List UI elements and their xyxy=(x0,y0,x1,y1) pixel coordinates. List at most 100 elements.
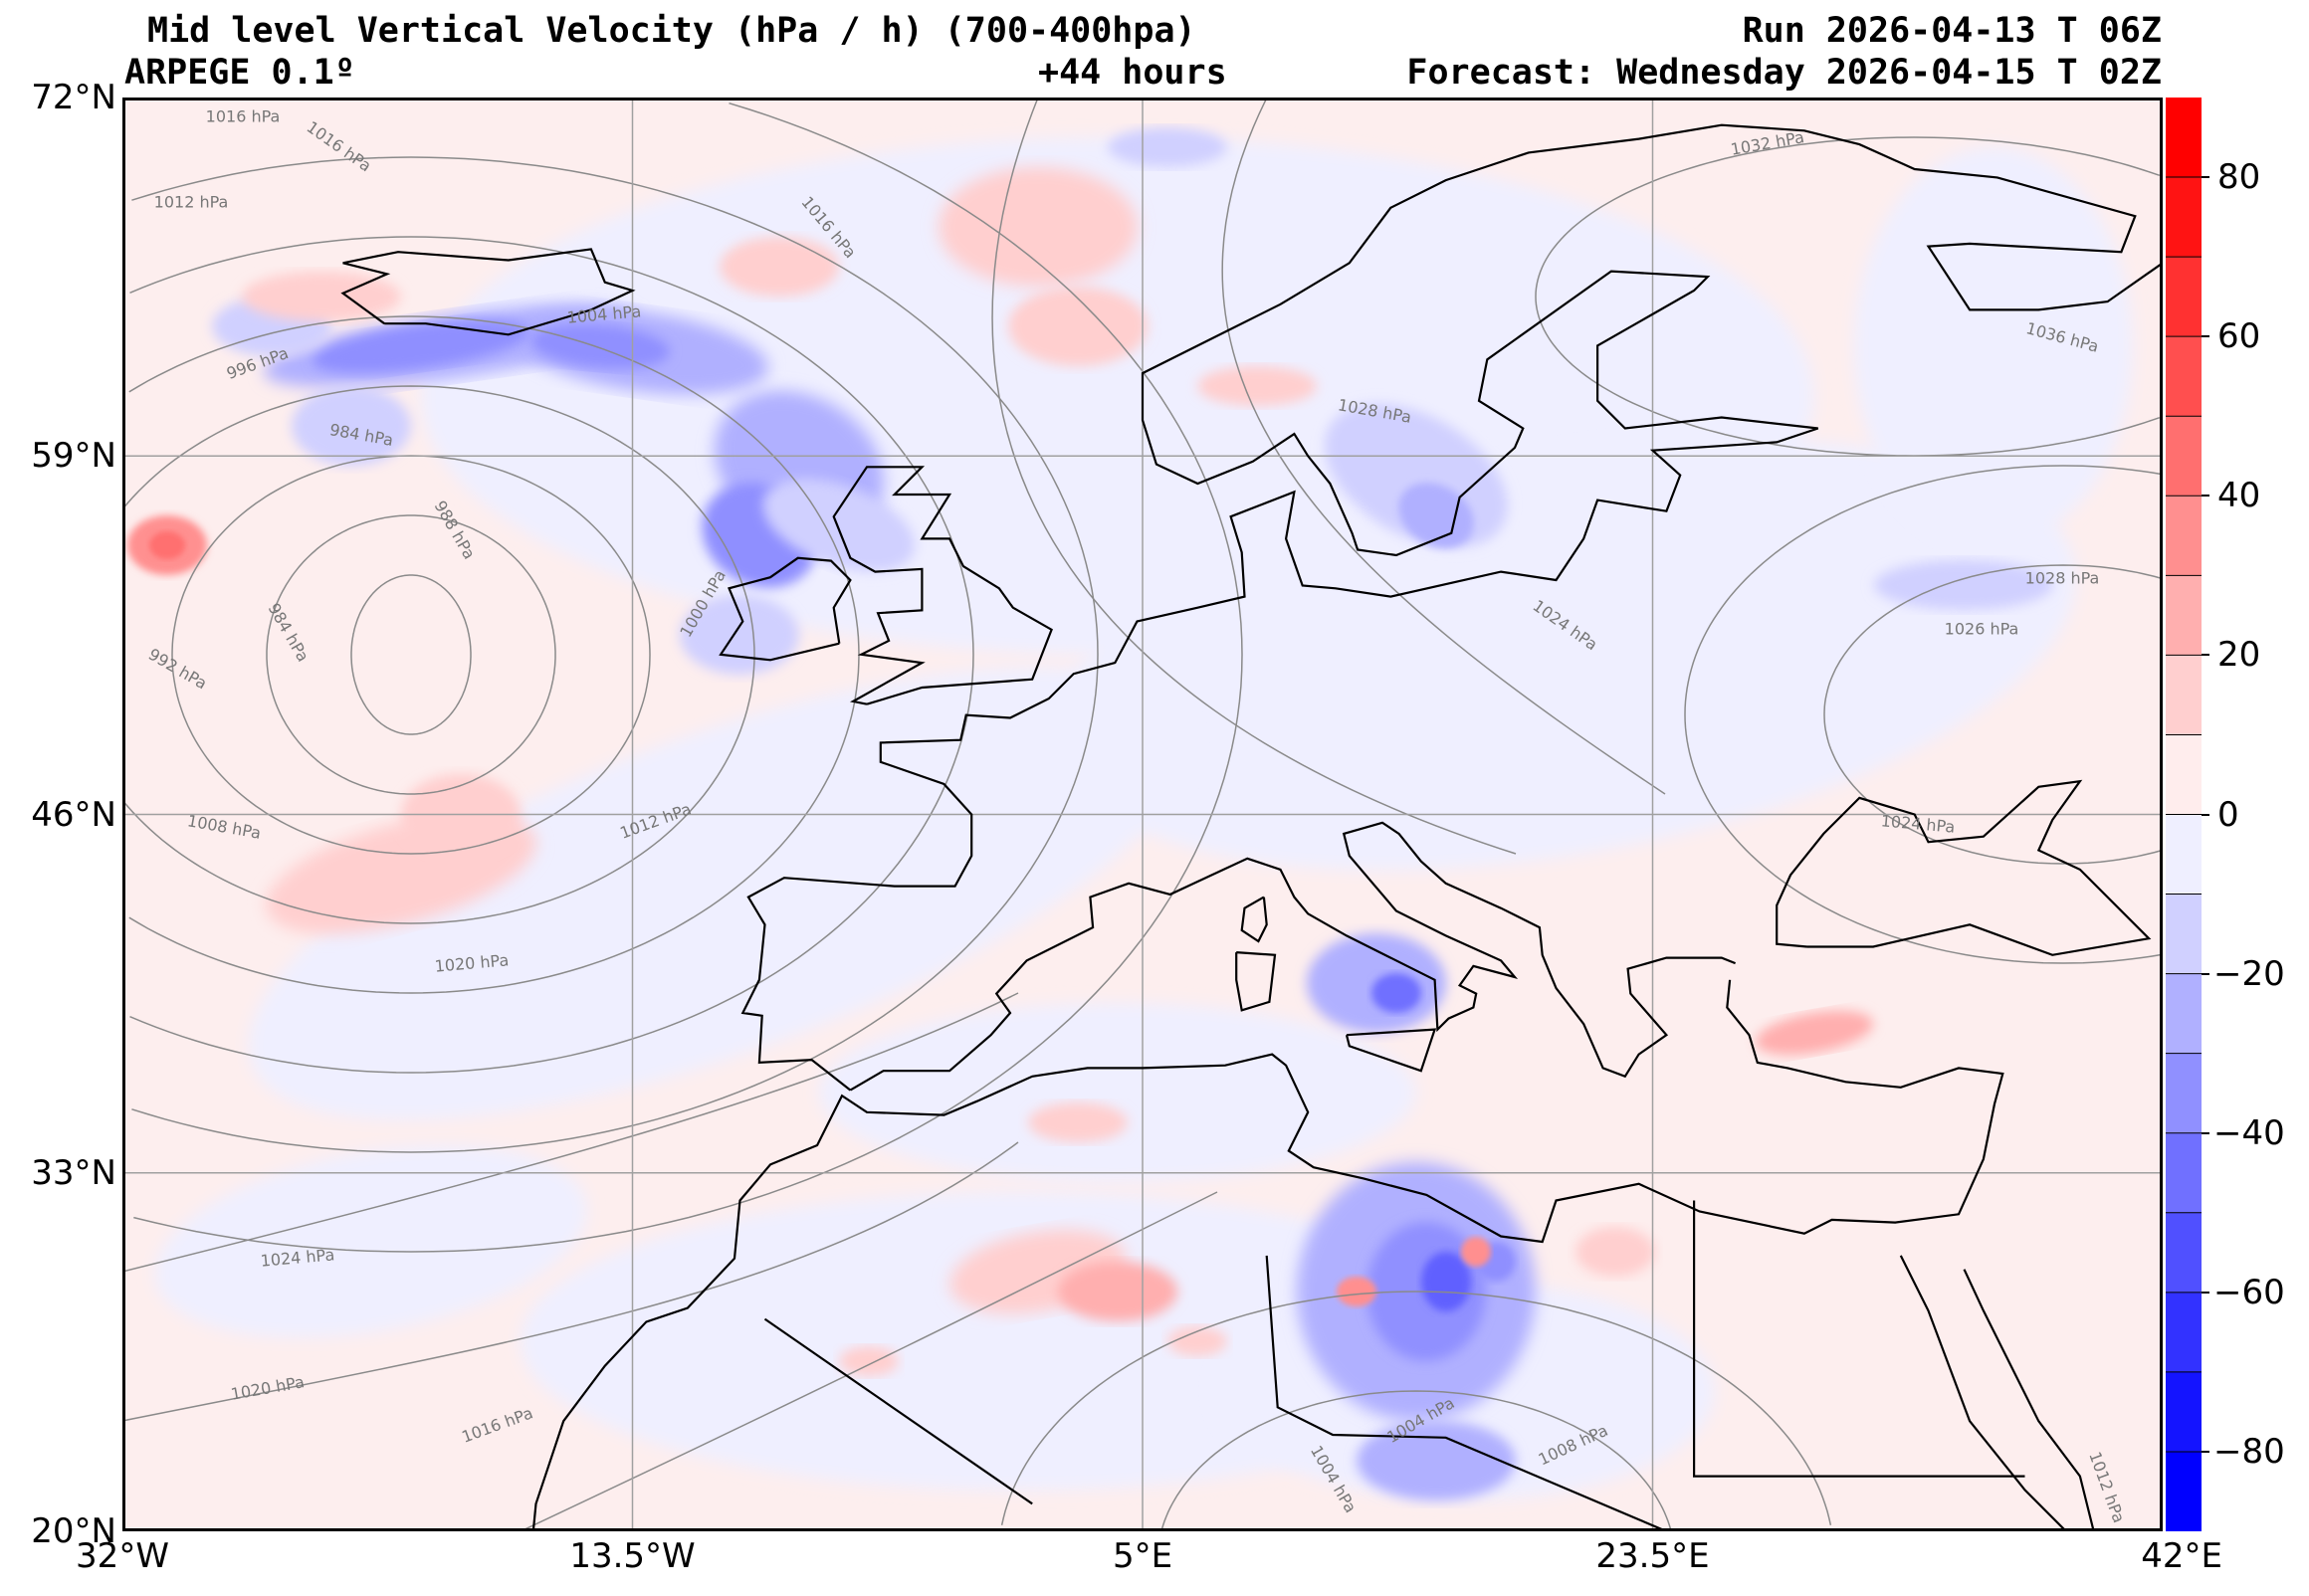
isobar-line xyxy=(1221,98,1666,795)
vertical-velocity-field xyxy=(127,127,2133,1500)
isobar-line xyxy=(128,654,860,994)
coastline xyxy=(1963,1269,2095,1531)
isobar-line xyxy=(122,654,755,924)
colorbar-tick-label: 60 xyxy=(2217,316,2261,357)
colorbar-segment xyxy=(2166,575,2202,656)
coastline xyxy=(719,556,852,662)
colorbar-segment xyxy=(2166,336,2202,417)
velocity-blob xyxy=(720,237,839,297)
graticule xyxy=(122,98,2163,1531)
colorbar-segment xyxy=(2166,814,2202,895)
velocity-blob xyxy=(680,595,799,675)
colorbar-segment xyxy=(2166,177,2202,258)
velocity-blob xyxy=(530,323,670,369)
velocity-blob xyxy=(1461,1237,1491,1267)
velocity-blob xyxy=(1371,973,1421,1013)
colorbar-segment xyxy=(2166,1371,2202,1452)
velocity-blob xyxy=(939,167,1138,287)
run-label: Run 2026-04-13 T 06Z xyxy=(1742,11,2162,51)
isobar-label: 1028 hPa xyxy=(2025,569,2100,588)
velocity-blob xyxy=(149,531,185,559)
coastline xyxy=(1265,1255,1667,1531)
latitude-tick-label: 33°N xyxy=(31,1152,116,1193)
colorbar-tick-label: 80 xyxy=(2217,157,2261,198)
colorbar-tick-mark xyxy=(2202,495,2209,498)
isobar-line xyxy=(122,992,1019,1273)
isobar-line xyxy=(729,101,1243,656)
isobar-line xyxy=(1684,465,2162,964)
velocity-blob xyxy=(248,667,1191,1120)
coastline xyxy=(763,1317,1033,1505)
isobar-line xyxy=(520,1191,1218,1531)
colorbar-tick-mark xyxy=(2202,176,2209,179)
colorbar-segment xyxy=(2166,1292,2202,1372)
lead-time-label: +44 hours xyxy=(1038,53,1227,93)
coastline xyxy=(340,248,636,336)
coastline xyxy=(531,979,2004,1531)
velocity-blob xyxy=(1167,1326,1227,1356)
colorbar xyxy=(2166,98,2202,1531)
velocity-blob xyxy=(1108,127,1227,167)
isobar-line xyxy=(266,514,556,795)
colorbar-tick-label: −20 xyxy=(2213,953,2285,994)
velocity-blob xyxy=(292,386,411,466)
isobar-line xyxy=(128,315,860,656)
colorbar-segment xyxy=(2166,257,2202,337)
velocity-blob xyxy=(762,479,916,572)
colorbar-segment xyxy=(2166,1451,2202,1531)
colorbar-segment xyxy=(2166,734,2202,815)
colorbar-segment xyxy=(2166,98,2202,178)
isobar-line xyxy=(1160,1390,1672,1530)
coastline xyxy=(849,821,1737,1092)
longitude-tick-label: 23.5°E xyxy=(1595,1536,1710,1576)
colorbar-segment xyxy=(2166,973,2202,1054)
latitude-tick-label: 59°N xyxy=(31,436,116,477)
velocity-blob xyxy=(313,319,529,373)
longitude-tick-label: 5°E xyxy=(1112,1536,1173,1576)
velocity-blob xyxy=(154,1145,588,1338)
isobar-line xyxy=(122,1141,1019,1422)
latitude-tick-label: 20°N xyxy=(31,1511,116,1551)
colorbar-tick-mark xyxy=(2202,972,2209,975)
colorbar-tick-mark xyxy=(2202,1450,2209,1453)
velocity-blob xyxy=(1337,1277,1376,1306)
colorbar-tick-mark xyxy=(2202,1291,2209,1294)
coastline xyxy=(832,466,1053,705)
velocity-blob xyxy=(1028,1102,1128,1142)
isobar-line xyxy=(131,654,1099,1153)
isobar-line xyxy=(122,385,755,656)
velocity-blob xyxy=(1357,1421,1516,1500)
coastlines xyxy=(340,123,2163,1531)
colorbar-segment xyxy=(2166,894,2202,974)
velocity-blob xyxy=(1008,287,1148,366)
velocity-blob xyxy=(1398,483,1474,548)
coastline xyxy=(1899,1255,2067,1531)
isobar-line xyxy=(991,98,1517,855)
velocity-blob xyxy=(1197,366,1317,406)
coastline xyxy=(1776,779,2152,956)
velocity-blob xyxy=(819,1003,1416,1182)
coastline xyxy=(1345,1028,1437,1073)
colorbar-tick-mark xyxy=(2202,335,2209,338)
isobar-line xyxy=(171,455,651,855)
colorbar-tick-label: 40 xyxy=(2217,476,2261,516)
chart-title: Mid level Vertical Velocity (hPa / h) (7… xyxy=(147,11,1196,51)
coastline xyxy=(1692,1200,2025,1478)
latitude-tick-label: 72°N xyxy=(31,78,116,117)
isobar-line xyxy=(131,156,1099,656)
forecast-label: Forecast: Wednesday 2026-04-15 T 02Z xyxy=(1406,53,2162,93)
isobar-label: 1012 hPa xyxy=(154,193,229,212)
map-frame xyxy=(122,98,2163,1531)
colorbar-tick-mark xyxy=(2202,813,2209,816)
colorbar-segment xyxy=(2166,416,2202,497)
isobar-line xyxy=(129,654,974,1074)
colorbar-segment xyxy=(2166,1212,2202,1293)
longitude-tick-label: 32°W xyxy=(76,1536,169,1576)
isobar-line xyxy=(1000,1291,1832,1525)
isobar-label: 1016 hPa xyxy=(206,107,281,126)
colorbar-segment xyxy=(2166,496,2202,576)
isobar-line xyxy=(350,574,472,735)
colorbar-segment xyxy=(2166,1053,2202,1133)
